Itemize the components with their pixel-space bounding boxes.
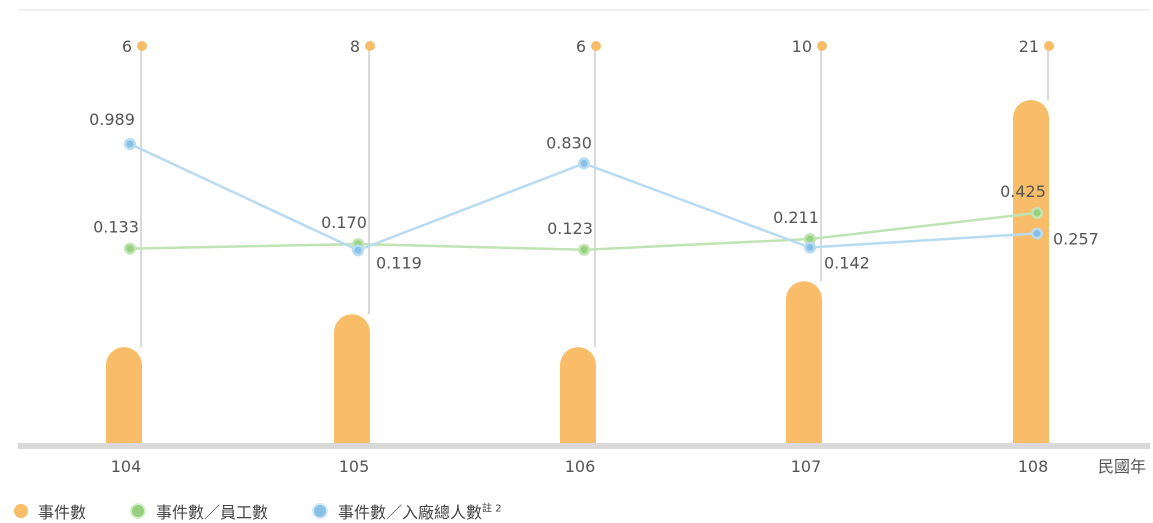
line-markers (124, 41, 1054, 257)
legend-swatch-events (14, 504, 28, 518)
bar-events-105 (334, 314, 370, 446)
events-per-entrant-marker-105 (354, 246, 362, 254)
x-axis-ticks: 104 105 106 107 108 (111, 457, 1049, 476)
bar-events-107 (786, 281, 822, 446)
legend-footnote-mark: 註 2 (482, 503, 502, 515)
events-per-entrant-marker-104 (126, 140, 134, 148)
events-per-employee-label-104: 0.133 (93, 218, 139, 237)
bar-top-marker-106 (591, 41, 601, 51)
legend: 事件數 事件數／員工數 事件數／入廠總人數註 2 (14, 499, 502, 523)
bar-top-marker-104 (137, 41, 147, 51)
events-per-entrant-label-104: 0.989 (89, 110, 135, 129)
events-per-employee-label-106: 0.123 (547, 219, 593, 238)
bar-value-label-107: 10 (792, 37, 812, 56)
bar-value-label-105: 8 (350, 37, 360, 56)
bar-top-marker-107 (817, 41, 827, 51)
legend-label-events-per-employee: 事件數／員工數 (156, 503, 269, 522)
legend-swatch-events-per-entrant (312, 503, 329, 519)
events-per-employee-marker-104 (126, 245, 134, 253)
events-per-employee-label-105: 0.170 (321, 213, 367, 232)
events-per-entrant-label-105: 0.119 (376, 253, 422, 272)
x-tick-label-104: 104 (111, 457, 142, 476)
legend-label-events: 事件數 (38, 503, 87, 522)
bar-top-marker-105 (365, 41, 375, 51)
events-per-entrant-label-106: 0.830 (546, 133, 592, 152)
legend-item-events-per-employee: 事件數／員工數 (130, 499, 268, 523)
x-tick-label-108: 108 (1018, 457, 1049, 476)
bar-events-104 (106, 347, 142, 446)
x-axis-baseline (18, 443, 1150, 449)
events-per-entrant-marker-106 (580, 159, 588, 167)
events-per-employee-marker-106 (580, 246, 588, 254)
events-per-entrant-label-108: 0.257 (1053, 229, 1099, 248)
events-per-employee-label-108: 0.425 (1000, 182, 1046, 201)
events-per-entrant-marker-108 (1033, 229, 1041, 237)
x-tick-label-105: 105 (339, 457, 370, 476)
events-per-employee-label-107: 0.211 (773, 208, 819, 227)
x-tick-label-106: 106 (565, 457, 596, 476)
events-per-entrant-marker-107 (806, 243, 814, 251)
legend-item-events: 事件數 (14, 499, 86, 523)
events-per-employee-marker-108 (1033, 209, 1041, 217)
legend-label-events-per-entrant: 事件數／入廠總人數註 2 (338, 503, 502, 522)
x-tick-label-107: 107 (791, 457, 822, 476)
bar-events-106 (560, 347, 596, 446)
legend-swatch-events-per-employee (130, 503, 147, 519)
x-axis-unit-label: 民國年 (1098, 457, 1146, 476)
events-per-employee-marker-107 (806, 235, 814, 243)
value-leader-lines (140, 46, 1049, 348)
bar-value-label-106: 6 (576, 37, 586, 56)
bar-events-108 (1013, 100, 1049, 446)
events-per-entrant-label-107: 0.142 (824, 253, 870, 272)
data-labels: 6 8 6 10 21 0.133 0.170 0.123 0.211 0.425 0.989 0.1… (89, 37, 1099, 272)
legend-item-events-per-entrant: 事件數／入廠總人數註 2 (312, 499, 502, 523)
bar-top-marker-108 (1044, 41, 1054, 51)
bar-value-label-108: 21 (1019, 37, 1039, 56)
bar-series (106, 100, 1049, 446)
bar-value-label-104: 6 (122, 37, 132, 56)
